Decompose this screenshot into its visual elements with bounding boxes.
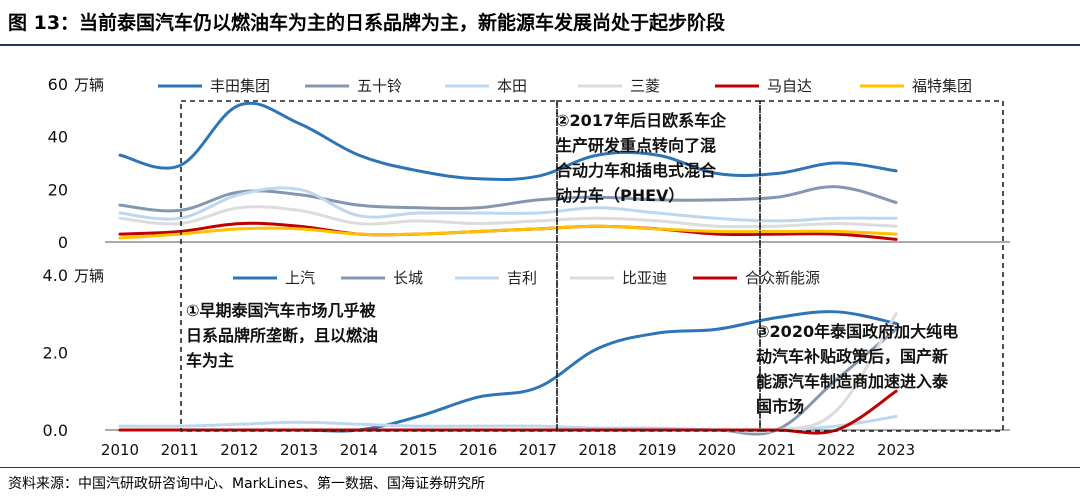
- x-tick-label: 2015: [399, 441, 437, 459]
- p1-series-line-2: [118, 186, 898, 223]
- p1-series-line-3: [118, 205, 898, 229]
- p2-y-unit: 万辆: [74, 267, 104, 285]
- note2-line: 动力车（PHEV）: [556, 186, 684, 205]
- p1-ytick-label: 60: [48, 75, 68, 94]
- source-note: 资料来源：中国汽研政研咨询中心、MarkLines、第一数据、国海证券研究所: [8, 476, 485, 492]
- x-tick-label: 2012: [220, 441, 258, 459]
- bottom-rule: [0, 467, 1080, 468]
- note3-line: ③2020年泰国政府加大纯电: [756, 322, 958, 341]
- x-tick-label: 2018: [579, 441, 617, 459]
- note1-line: ①早期泰国汽车市场几乎被: [186, 301, 377, 320]
- p1-series-line-0: [118, 101, 898, 182]
- p1-y-unit: 万辆: [74, 76, 104, 94]
- x-tick-label: 2011: [161, 441, 199, 459]
- p2-series-line-4: [118, 389, 898, 435]
- p1-ytick-label: 0: [58, 233, 68, 252]
- x-tick-label: 2022: [817, 441, 855, 459]
- p1-legend-label-4: 马自达: [767, 77, 812, 95]
- annotation-box-1: [180, 100, 558, 432]
- note2-line: 合动力车和插电式混合: [556, 161, 717, 180]
- x-tick-label: 2019: [638, 441, 676, 459]
- p2-legend-label-0: 上汽: [285, 269, 315, 287]
- p1-ytick-label: 40: [48, 128, 68, 147]
- x-tick-label: 2010: [101, 441, 139, 459]
- p2-legend-label-2: 吉利: [507, 269, 537, 287]
- p1-legend-label-0: 丰田集团: [210, 77, 270, 95]
- note1-line: 日系品牌所垄断，且以燃油: [186, 326, 378, 345]
- p1-legend-label-5: 福特集团: [912, 77, 972, 95]
- x-tick-label: 2020: [698, 441, 736, 459]
- note2-line: 生产研发重点转向了混: [556, 136, 716, 155]
- annotation-box-3: [759, 100, 1004, 432]
- x-tick-label: 2016: [459, 441, 497, 459]
- p1-legend-label-1: 五十铃: [357, 77, 402, 95]
- p2-legend-label-1: 长城: [393, 269, 423, 287]
- x-tick-label: 2017: [519, 441, 557, 459]
- p1-series-line-5: [118, 224, 898, 240]
- x-tick-label: 2014: [340, 441, 378, 459]
- p2-ytick-label: 0.0: [43, 421, 68, 440]
- note3-line: 动汽车补贴政策后，国产新: [756, 347, 948, 366]
- p1-series-line-1: [118, 185, 898, 213]
- p2-legend-label-4: 合众新能源: [745, 269, 820, 287]
- p2-ytick-label: 4.0: [43, 266, 68, 285]
- figure-title: 图 13：当前泰国汽车仍以燃油车为主的日系品牌为主，新能源车发展尚处于起步阶段: [8, 12, 726, 34]
- annotation-box-2: [556, 100, 761, 432]
- x-tick-label: 2013: [280, 441, 318, 459]
- p2-ytick-label: 2.0: [43, 344, 68, 363]
- p1-ytick-label: 20: [48, 180, 68, 199]
- note3-line: 国市场: [756, 397, 804, 416]
- title-rule: [0, 44, 1080, 46]
- x-tick-label: 2021: [758, 441, 796, 459]
- note2-line: ②2017年后日欧系车企: [556, 111, 727, 130]
- note3-line: 能源汽车制造商加速进入泰: [756, 372, 949, 391]
- p1-legend-label-3: 三菱: [630, 77, 660, 95]
- x-tick-label: 2023: [877, 441, 915, 459]
- note1-line: 车为主: [186, 351, 234, 370]
- p1-legend-label-2: 本田: [497, 77, 527, 95]
- p2-legend-label-3: 比亚迪: [622, 269, 667, 287]
